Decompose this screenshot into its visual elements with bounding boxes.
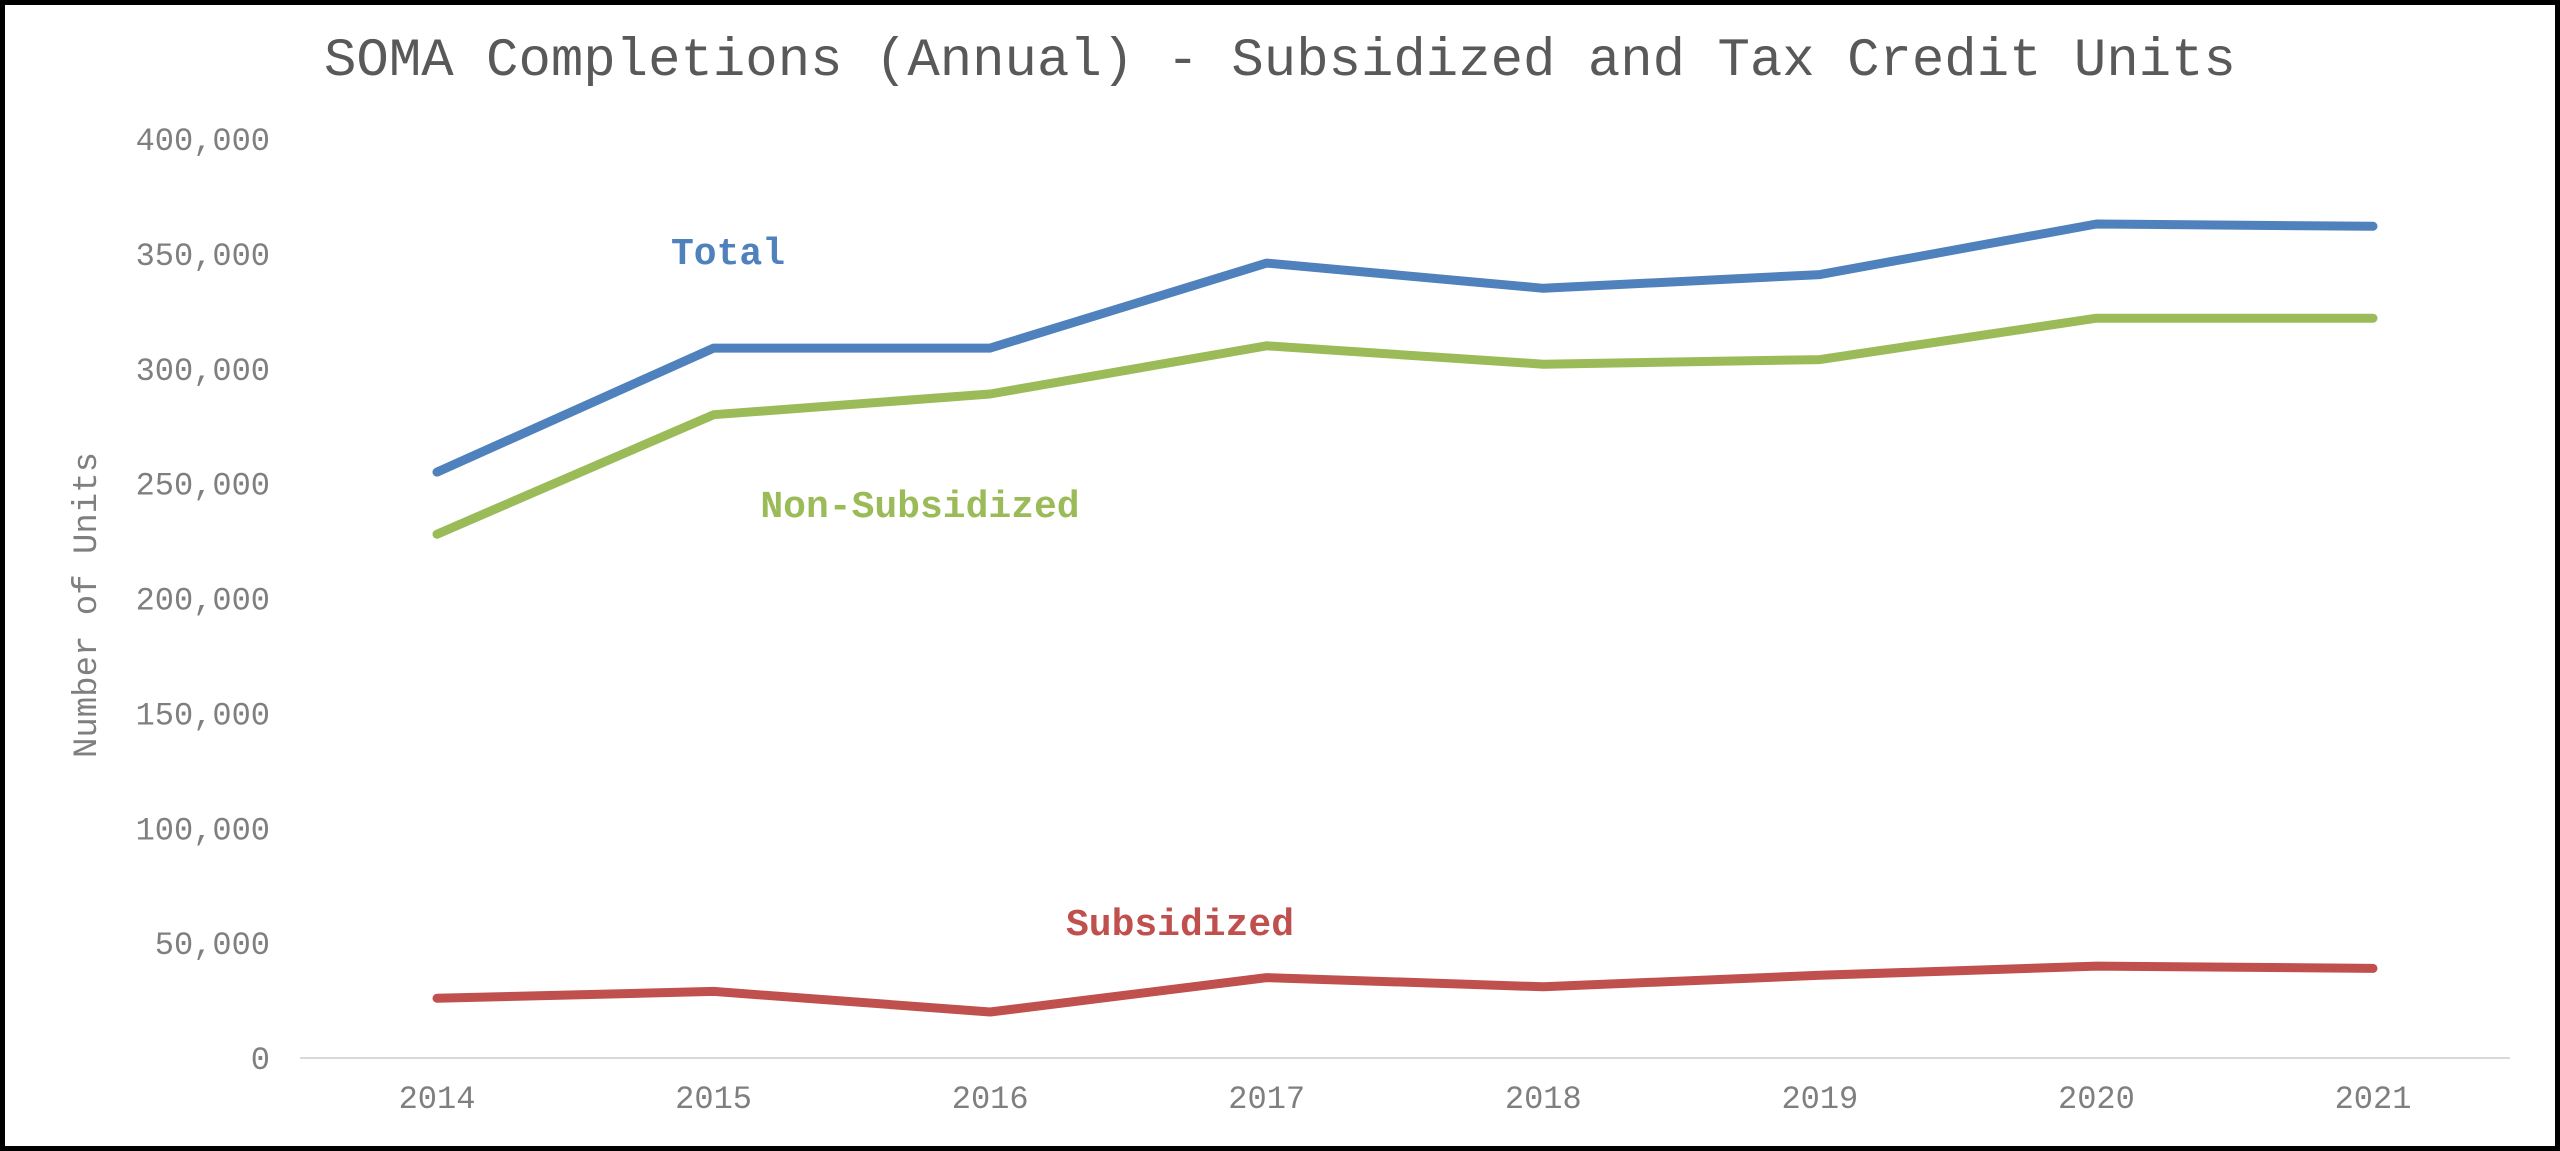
series-line-total <box>432 219 2378 477</box>
series-label-total: Total <box>671 233 785 276</box>
series-line-non-subsidized <box>432 313 2378 539</box>
y-tick-label: 350,000 <box>136 238 270 275</box>
x-tick-label: 2016 <box>952 1081 1029 1118</box>
x-tick-label: 2018 <box>1505 1081 1582 1118</box>
y-tick-label: 300,000 <box>136 353 270 390</box>
x-tick-label: 2017 <box>1228 1081 1305 1118</box>
y-axis-ticks: 0 50,000 100,000 150,000 200,000 250,000 300,0… <box>136 123 270 1079</box>
x-tick-label: 2014 <box>399 1081 476 1118</box>
y-tick-label: 250,000 <box>136 468 270 505</box>
series-label-non-subsidized: Non-Subsidized <box>760 486 1079 529</box>
x-tick-label: 2020 <box>2058 1081 2135 1118</box>
x-tick-label: 2015 <box>675 1081 752 1118</box>
x-axis-ticks: 2014 2015 2016 2017 2018 2019 2020 2021 <box>399 1081 2412 1118</box>
y-tick-label: 50,000 <box>155 927 270 964</box>
x-tick-label: 2019 <box>1781 1081 1858 1118</box>
series-label-subsidized: Subsidized <box>1066 904 1294 947</box>
y-tick-label: 0 <box>251 1042 270 1079</box>
y-tick-label: 150,000 <box>136 697 270 734</box>
series-labels: Total Non-Subsidized Subsidized <box>671 233 1294 947</box>
y-tick-label: 200,000 <box>136 583 270 620</box>
series-lines <box>432 219 2378 1017</box>
series-line-subsidized <box>432 961 2378 1017</box>
y-tick-label: 100,000 <box>136 812 270 849</box>
x-tick-label: 2021 <box>2335 1081 2412 1118</box>
y-tick-label: 400,000 <box>136 123 270 160</box>
y-axis-label: Number of Units <box>69 452 107 758</box>
chart-title: SOMA Completions (Annual) - Subsidized a… <box>324 31 2236 92</box>
